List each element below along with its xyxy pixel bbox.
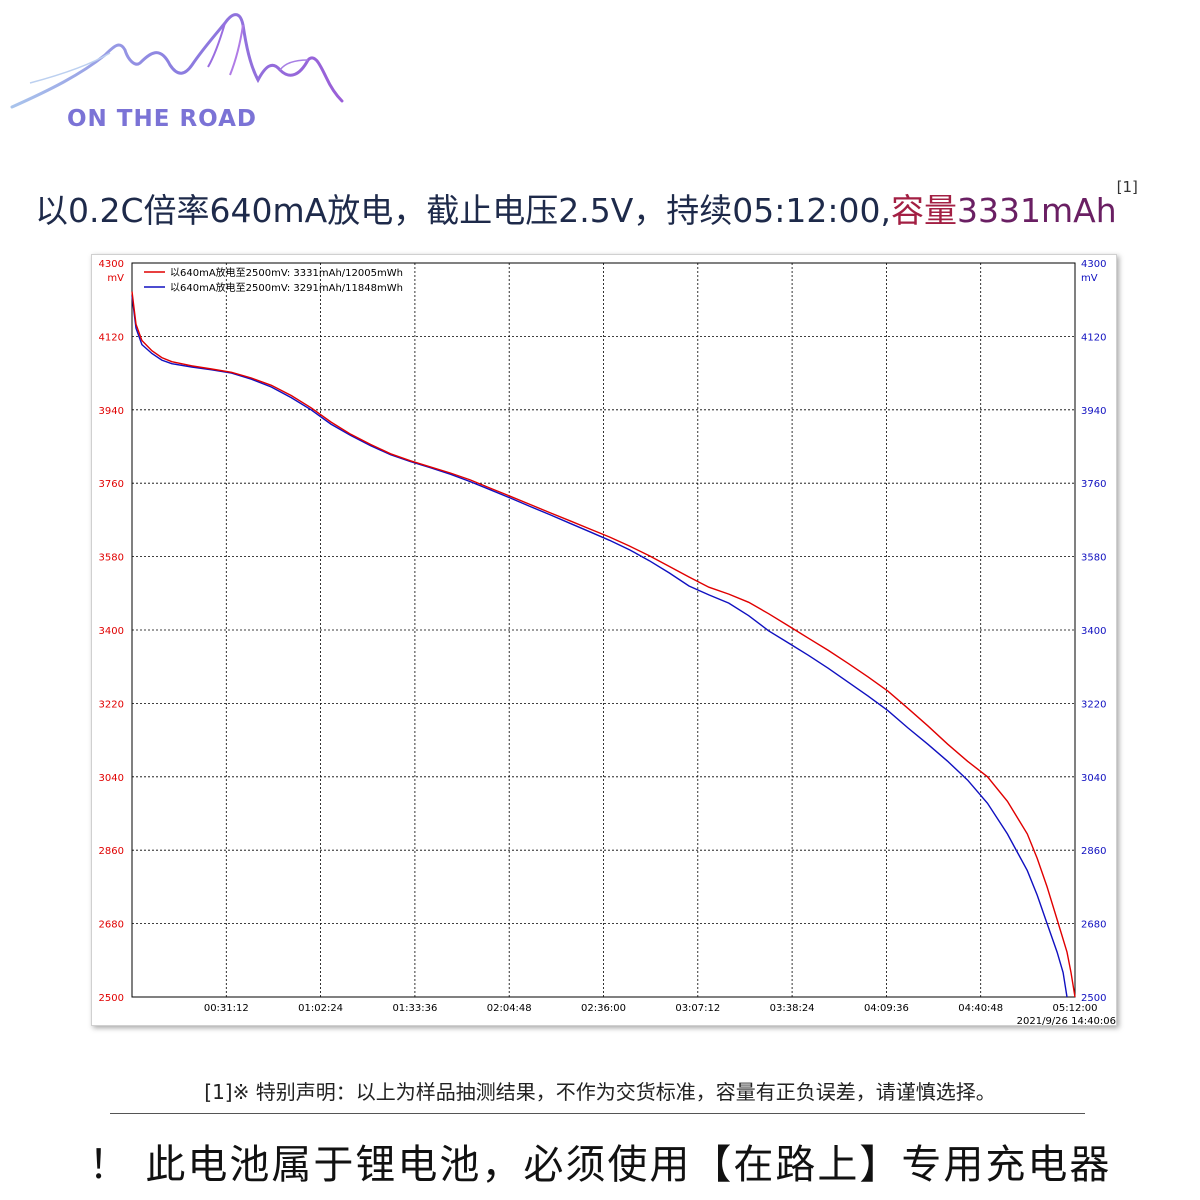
y-unit-left: mV bbox=[107, 273, 124, 284]
reference-marker: [1] bbox=[1116, 178, 1138, 196]
capacity-label: 容量 bbox=[891, 191, 957, 230]
capacity-value: 3331mAh bbox=[957, 191, 1117, 230]
y-tick-label-right: 4300 bbox=[1081, 259, 1106, 270]
y-tick-label-right: 2860 bbox=[1081, 846, 1106, 857]
y-tick-label-right: 3940 bbox=[1081, 406, 1106, 417]
brand-text: ON THE ROAD bbox=[67, 106, 258, 132]
y-tick-label-right: 3400 bbox=[1081, 626, 1106, 637]
y-tick-label-left: 2500 bbox=[99, 993, 124, 1004]
title-main: 以0.2C倍率640mA放电，截止电压2.5V，持续05:12:00, bbox=[35, 191, 891, 230]
x-tick-label: 02:04:48 bbox=[487, 1003, 532, 1014]
series-line bbox=[131, 295, 1068, 998]
y-tick-label-right: 3760 bbox=[1081, 479, 1106, 490]
y-tick-label-left: 4120 bbox=[99, 332, 124, 343]
x-tick-label: 03:07:12 bbox=[675, 1003, 720, 1014]
series-line bbox=[131, 291, 1076, 998]
divider bbox=[110, 1113, 1085, 1114]
x-tick-label: 04:09:36 bbox=[864, 1003, 909, 1014]
charger-warning: ！ 此电池属于锂电池，必须使用【在路上】专用充电器 bbox=[88, 1142, 1112, 1188]
x-tick-label: 04:40:48 bbox=[958, 1003, 1003, 1014]
x-tick-label: 00:31:12 bbox=[204, 1003, 249, 1014]
x-tick-label: 05:12:00 bbox=[1053, 1003, 1098, 1014]
discharge-chart-svg: 4300 4300 4120 4120 3940 3940 3760 3760 3580 3580… bbox=[99, 259, 1116, 1025]
y-tick-label-left: 3760 bbox=[99, 479, 124, 490]
chart-timestamp: 2021/9/26 14:40:06 bbox=[1017, 1016, 1116, 1025]
x-tick-label: 03:38:24 bbox=[770, 1003, 815, 1014]
y-unit-right: mV bbox=[1081, 273, 1098, 284]
y-tick-label-right: 3580 bbox=[1081, 553, 1106, 564]
y-tick-label-left: 3580 bbox=[99, 553, 124, 564]
page-title: 以0.2C倍率640mA放电，截止电压2.5V，持续05:12:00,容量333… bbox=[35, 178, 1138, 232]
legend-label: 以640mA放电至2500mV: 3291mAh/11848mWh bbox=[170, 281, 403, 294]
y-tick-label-right: 3040 bbox=[1081, 773, 1106, 784]
mountain-logo-icon bbox=[10, 13, 344, 109]
x-tick-label: 01:33:36 bbox=[392, 1003, 437, 1014]
y-tick-label-right: 3220 bbox=[1081, 699, 1106, 710]
y-tick-label-right: 2680 bbox=[1081, 920, 1106, 931]
brand-logo bbox=[10, 5, 345, 140]
y-tick-label-left: 2860 bbox=[99, 846, 124, 857]
legend-label: 以640mA放电至2500mV: 3331mAh/12005mWh bbox=[170, 266, 403, 279]
footnote: [1]※ 特别声明：以上为样品抽测结果，不作为交货标准，容量有正负误差，请谨慎选… bbox=[204, 1080, 996, 1104]
discharge-chart: 4300 4300 4120 4120 3940 3940 3760 3760 3580 3580… bbox=[91, 254, 1117, 1026]
y-tick-label-left: 3940 bbox=[99, 406, 124, 417]
y-tick-label-right: 2500 bbox=[1081, 993, 1106, 1004]
y-tick-label-left: 4300 bbox=[99, 259, 124, 270]
y-tick-label-left: 3040 bbox=[99, 773, 124, 784]
x-tick-label: 01:02:24 bbox=[298, 1003, 343, 1014]
y-tick-label-right: 4120 bbox=[1081, 332, 1106, 343]
y-tick-label-left: 3220 bbox=[99, 699, 124, 710]
x-tick-label: 02:36:00 bbox=[581, 1003, 626, 1014]
y-tick-label-left: 3400 bbox=[99, 626, 124, 637]
y-tick-label-left: 2680 bbox=[99, 920, 124, 931]
